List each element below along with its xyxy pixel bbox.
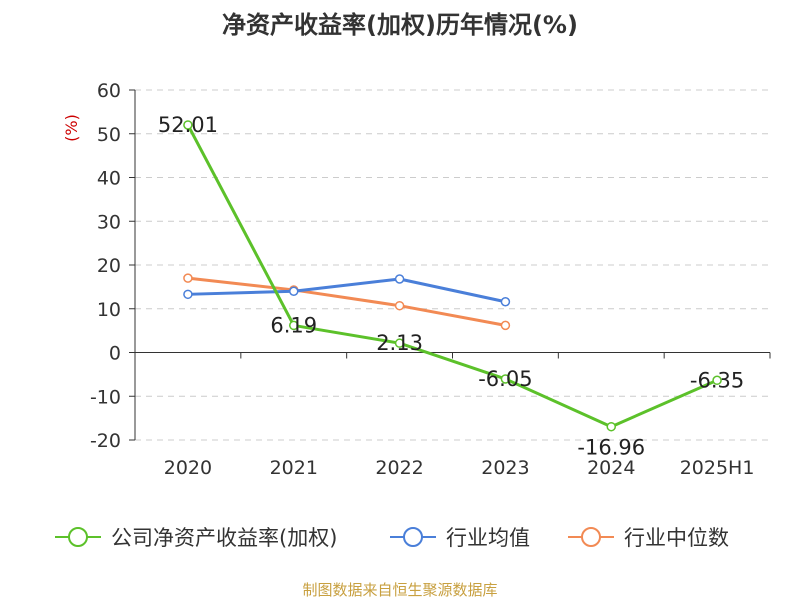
axes: 60 50 40 30 20 10 0 -10 -20 2020 2021 2022 2023 2024 2… (90, 80, 771, 479)
source-note: 制图数据来自恒生聚源数据库 (302, 581, 497, 599)
data-label: -16.96 (577, 436, 645, 460)
x-tick-label: 2025H1 (680, 457, 755, 479)
x-tick-label: 2022 (375, 457, 423, 479)
data-point (183, 273, 193, 283)
y-tick-label: -20 (90, 430, 121, 452)
chart-title: 净资产收益率(加权)历年情况(%) (222, 11, 578, 39)
data-labels: 52.01 6.19 2.13 -6.05 -16.96 -6.35 (158, 113, 744, 460)
legend-marker (581, 527, 601, 547)
y-tick-label: 50 (97, 124, 121, 146)
x-tick-label: 2023 (481, 457, 529, 479)
data-point (183, 120, 193, 130)
legend: 公司净资产收益率(加权) 行业均值 行业中位数 (55, 526, 729, 550)
y-tick-label: 40 (97, 168, 121, 190)
data-label: -6.35 (690, 368, 744, 392)
series-line (187, 276, 506, 327)
y-tick-label: 0 (109, 343, 121, 365)
legend-label: 行业中位数 (624, 526, 729, 550)
data-point (394, 300, 405, 311)
x-tick-label: 2024 (587, 457, 635, 479)
y-tick-label: -10 (90, 386, 121, 408)
grid-lines (135, 89, 770, 441)
data-point (183, 289, 193, 300)
y-tick-label: 10 (97, 299, 121, 321)
data-point (500, 374, 511, 384)
data-label: 6.19 (270, 313, 317, 337)
data-point (289, 320, 299, 331)
data-point (712, 375, 722, 386)
series-line (186, 124, 718, 429)
y-axis-label: (%) (62, 114, 81, 142)
y-tick-label: 20 (97, 255, 121, 277)
legend-marker (403, 527, 423, 547)
series-layer (183, 120, 722, 432)
data-point (394, 274, 405, 284)
legend-label: 行业均值 (446, 526, 530, 550)
y-tick-label: 60 (97, 80, 121, 102)
data-point (500, 297, 511, 307)
x-tick-label: 2021 (270, 457, 318, 479)
x-tick-label: 2020 (164, 457, 212, 479)
data-point (394, 338, 405, 348)
data-point (500, 320, 511, 331)
legend-marker (68, 527, 88, 547)
data-label: -6.05 (478, 367, 532, 391)
data-point (289, 286, 299, 296)
y-tick-label: 30 (97, 211, 121, 233)
data-label: 52.01 (158, 113, 218, 137)
series-line (187, 277, 506, 304)
legend-label: 公司净资产收益率(加权) (111, 526, 337, 550)
data-label: 2.13 (376, 331, 423, 355)
data-point (606, 421, 616, 432)
